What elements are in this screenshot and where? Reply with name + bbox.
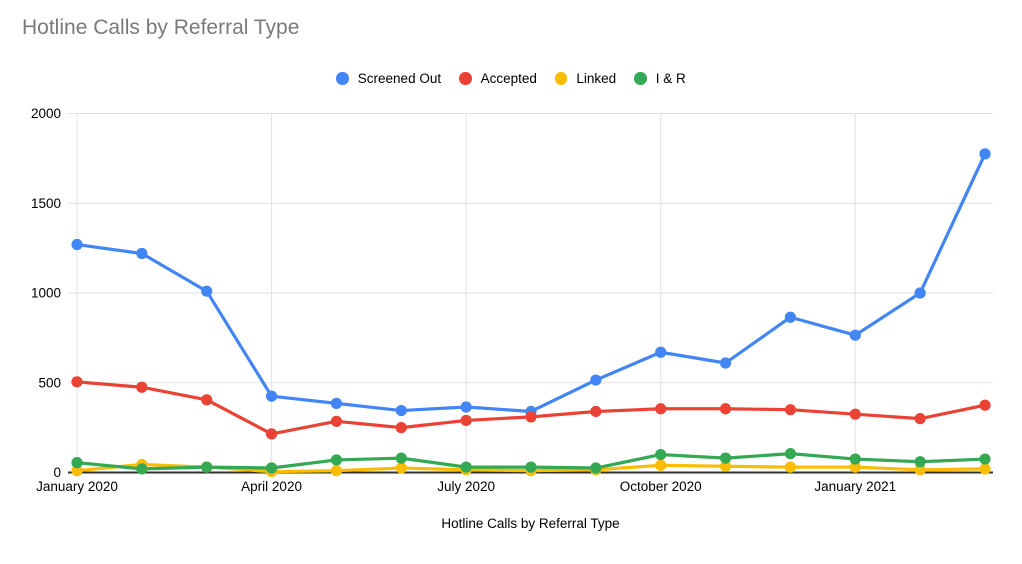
- x-axis-tick-label: July 2020: [437, 479, 495, 494]
- data-point-accepted: [849, 408, 861, 420]
- chart-legend: Screened Out Accepted Linked I & R: [0, 71, 1022, 86]
- data-point-screened-out: [590, 374, 602, 386]
- data-point-screened-out: [265, 390, 278, 402]
- x-axis-tick-label: January 2020: [36, 479, 118, 494]
- data-point-i-r: [590, 462, 602, 474]
- legend-item-linked: Linked: [554, 71, 617, 86]
- data-point-i-r: [71, 457, 83, 469]
- data-point-accepted: [330, 415, 343, 427]
- y-axis-tick-label: 0: [53, 465, 61, 480]
- legend-dot-i-r-icon: [634, 72, 647, 85]
- data-point-screened-out: [460, 401, 472, 413]
- y-axis-tick-label: 1500: [31, 196, 61, 211]
- data-point-accepted: [525, 411, 537, 423]
- legend-label-linked: Linked: [576, 71, 617, 86]
- legend-item-i-r: I & R: [634, 71, 686, 86]
- legend-item-screened-out: Screened Out: [336, 71, 441, 86]
- x-axis-tick-label: October 2020: [620, 479, 702, 494]
- x-axis-tick-label: April 2020: [241, 479, 302, 494]
- data-point-accepted: [265, 428, 278, 440]
- data-point-screened-out: [395, 404, 407, 417]
- data-point-accepted: [914, 413, 926, 425]
- data-point-accepted: [655, 403, 667, 415]
- data-point-linked: [849, 461, 861, 473]
- data-point-i-r: [849, 453, 861, 465]
- y-axis-tick-label: 500: [38, 375, 61, 390]
- data-point-screened-out: [784, 311, 797, 323]
- data-point-linked: [914, 464, 926, 476]
- data-point-screened-out: [849, 329, 861, 341]
- data-point-linked: [655, 459, 667, 471]
- data-point-i-r: [655, 448, 667, 461]
- data-point-accepted: [784, 404, 797, 416]
- data-point-screened-out: [655, 346, 667, 358]
- data-point-linked: [395, 462, 407, 474]
- data-point-linked: [330, 465, 343, 477]
- x-axis-tick-label: January 2021: [814, 479, 896, 494]
- data-point-screened-out: [719, 357, 732, 369]
- data-point-i-r: [979, 453, 991, 465]
- data-point-accepted: [71, 376, 83, 388]
- legend-label-i-r: I & R: [655, 71, 686, 86]
- data-point-i-r: [395, 452, 407, 464]
- data-point-i-r: [719, 452, 732, 464]
- data-point-accepted: [395, 422, 407, 434]
- data-point-accepted: [460, 414, 472, 427]
- data-point-accepted: [201, 394, 213, 406]
- data-point-i-r: [784, 448, 797, 460]
- data-point-screened-out: [71, 238, 83, 251]
- data-point-screened-out: [979, 148, 991, 160]
- legend-dot-accepted-icon: [459, 72, 472, 85]
- data-point-linked: [719, 460, 732, 472]
- data-point-accepted: [136, 381, 148, 393]
- legend-dot-linked-icon: [554, 72, 568, 85]
- data-point-i-r: [525, 461, 537, 473]
- data-point-screened-out: [201, 285, 213, 297]
- data-point-linked: [784, 461, 797, 473]
- legend-item-accepted: Accepted: [459, 71, 537, 86]
- data-point-i-r: [136, 463, 148, 475]
- data-point-i-r: [914, 456, 926, 468]
- x-axis-title: Hotline Calls by Referral Type: [441, 516, 620, 531]
- data-point-screened-out: [330, 397, 343, 409]
- legend-label-screened-out: Screened Out: [357, 71, 442, 86]
- series-line-screened-out: [75, 152, 987, 414]
- y-axis-tick-label: 1000: [31, 286, 61, 301]
- data-point-screened-out: [914, 287, 926, 299]
- chart-title: Hotline Calls by Referral Type: [22, 16, 300, 39]
- y-axis-tick-label: 2000: [31, 106, 61, 121]
- data-point-linked: [979, 463, 991, 475]
- data-point-i-r: [201, 461, 213, 473]
- data-point-accepted: [719, 403, 732, 415]
- data-point-accepted: [979, 399, 991, 411]
- legend-dot-screened-out-icon: [336, 72, 349, 85]
- legend-label-accepted: Accepted: [480, 71, 537, 86]
- data-point-i-r: [330, 454, 343, 466]
- data-point-accepted: [590, 405, 602, 418]
- data-point-linked: [71, 465, 83, 477]
- data-point-i-r: [460, 461, 472, 473]
- data-point-i-r: [265, 462, 278, 474]
- data-point-screened-out: [136, 247, 148, 260]
